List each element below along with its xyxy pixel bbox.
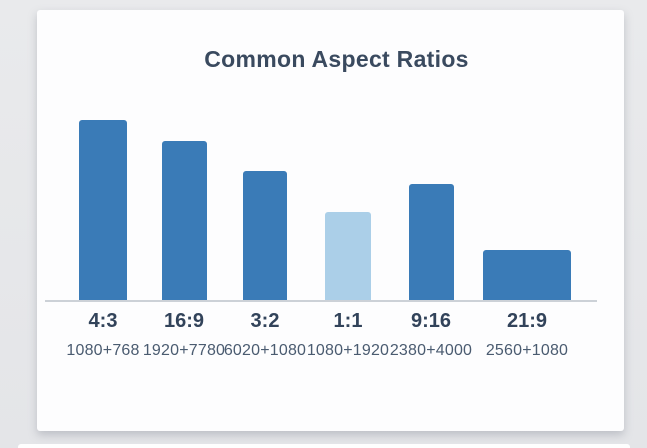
partial-card-below [18,444,630,448]
category-label-1-1: 1:1 [333,310,363,332]
bar-4-3 [79,120,127,300]
category-label-3-2: 3:2 [250,310,280,332]
x-axis-line [45,300,597,302]
category-label-9-16: 9:16 [410,310,452,332]
category-label-21-9: 21:9 [506,310,548,332]
category-label-16-9: 16:9 [163,310,205,332]
resolution-label-3-2: 6020+1080 [223,342,307,359]
bar-16-9 [161,141,207,300]
resolution-label-9-16: 2380+4000 [389,342,473,359]
resolution-label-1-1: 1080+1920 [306,342,390,359]
bar-21-9 [483,250,571,300]
bar-chart: 4:3 1080+768 16:9 1920+7780 3:2 6020+1080 1:1 1… [37,10,624,431]
chart-title: Common Aspect Ratios [204,46,469,72]
bar-1-1 [325,212,371,300]
chart-card: Common Aspect Ratios 4:3 1080+768 16:9 1920… [37,10,624,431]
resolution-label-21-9: 2560+1080 [485,342,569,359]
bar-9-16 [408,184,454,300]
resolution-label-16-9: 1920+7780 [142,342,226,359]
bar-3-2 [243,171,287,300]
resolution-label-4-3: 1080+768 [66,342,140,359]
category-label-4-3: 4:3 [88,310,118,332]
